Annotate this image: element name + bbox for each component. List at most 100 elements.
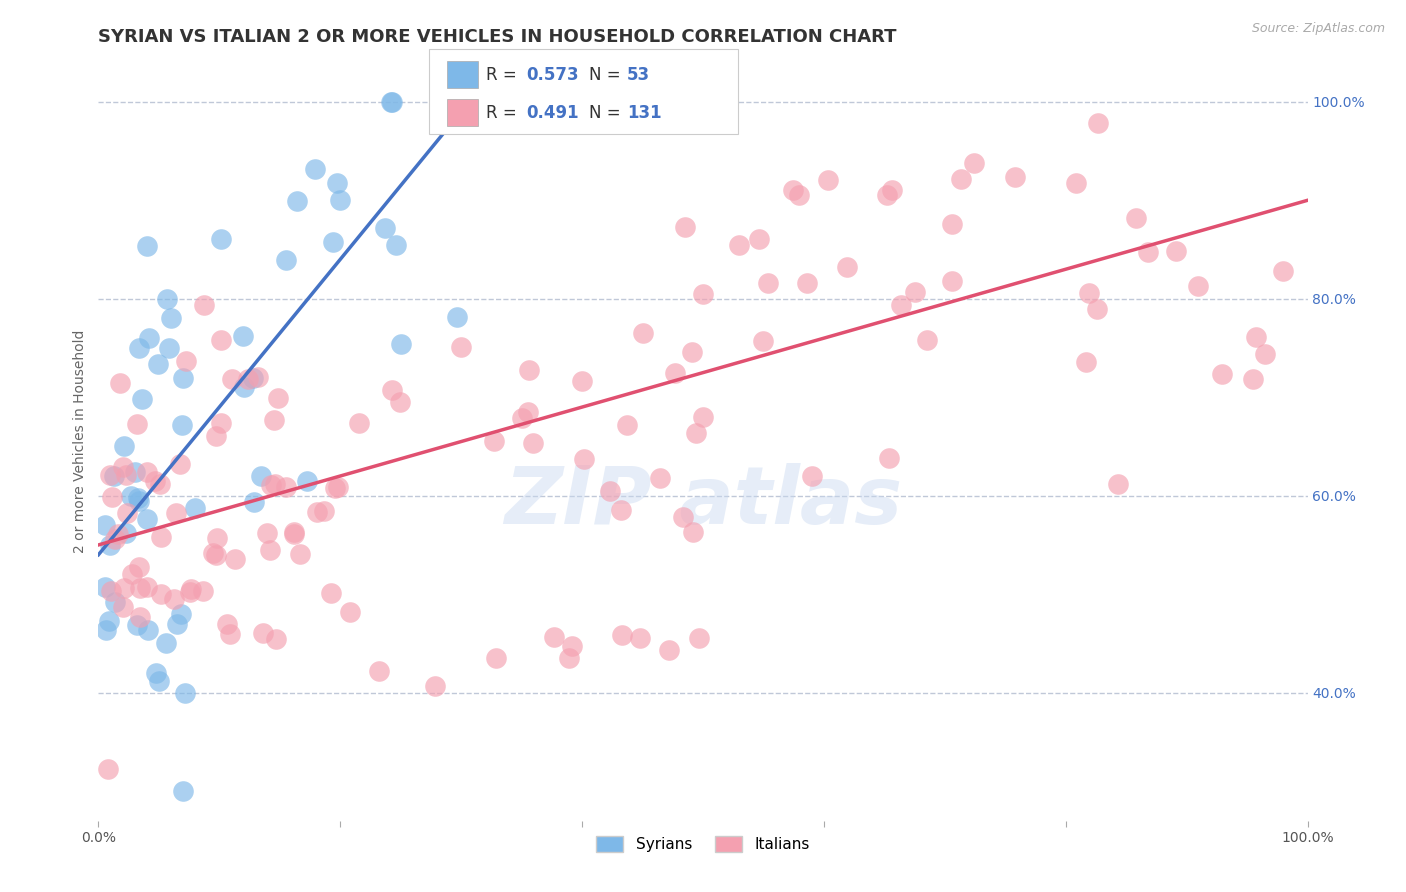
Point — [450, 340, 472, 354]
Point — [796, 277, 818, 291]
Point — [100, 584, 122, 599]
Point — [610, 502, 633, 516]
Point — [236, 372, 259, 386]
Point — [685, 425, 707, 440]
Point — [1076, 354, 1098, 368]
Point — [1187, 278, 1209, 293]
Text: 0.491: 0.491 — [526, 103, 578, 121]
Point — [692, 287, 714, 301]
Text: 131: 131 — [627, 103, 662, 121]
Point — [572, 452, 595, 467]
Point — [256, 525, 278, 540]
Legend: Syrians, Italians: Syrians, Italians — [591, 830, 815, 858]
Point — [149, 587, 172, 601]
Point — [1211, 367, 1233, 381]
Point — [728, 238, 751, 252]
Point — [104, 533, 127, 547]
Point — [143, 474, 166, 488]
Point — [558, 651, 581, 665]
Point — [156, 292, 179, 306]
Point — [112, 581, 135, 595]
Point — [107, 526, 129, 541]
Text: Source: ZipAtlas.com: Source: ZipAtlas.com — [1251, 22, 1385, 36]
Point — [101, 490, 124, 504]
Point — [169, 607, 191, 621]
Point — [1241, 372, 1264, 386]
Point — [543, 631, 565, 645]
Text: 0.573: 0.573 — [526, 66, 578, 84]
Point — [163, 591, 186, 606]
Point — [259, 543, 281, 558]
Point — [304, 161, 326, 176]
Point — [104, 595, 127, 609]
Point — [249, 469, 271, 483]
Point — [159, 311, 181, 326]
Point — [423, 679, 446, 693]
Text: R =: R = — [486, 66, 523, 84]
Point — [263, 413, 285, 427]
Point — [323, 481, 346, 495]
Point — [128, 493, 150, 508]
Point — [517, 405, 540, 419]
Point — [314, 504, 336, 518]
Point — [155, 636, 177, 650]
Point — [941, 217, 963, 231]
Point — [115, 468, 138, 483]
Point — [610, 628, 633, 642]
Point — [252, 625, 274, 640]
Point — [787, 187, 810, 202]
Point — [179, 585, 201, 599]
Point — [380, 95, 402, 109]
Point — [522, 435, 544, 450]
Point — [1004, 170, 1026, 185]
Point — [242, 371, 264, 385]
Point — [274, 253, 297, 268]
Point — [193, 298, 215, 312]
Point — [150, 530, 173, 544]
Point — [1064, 176, 1087, 190]
Point — [1137, 244, 1160, 259]
Point — [129, 610, 152, 624]
Point — [1166, 244, 1188, 258]
Text: R =: R = — [486, 103, 523, 121]
Point — [246, 370, 269, 384]
Point — [672, 510, 695, 524]
Point — [191, 584, 214, 599]
Point — [510, 411, 533, 425]
Point — [93, 580, 115, 594]
Point — [904, 285, 927, 299]
Point — [264, 477, 287, 491]
Point — [98, 538, 121, 552]
Point — [1246, 330, 1268, 344]
Point — [207, 531, 229, 545]
Point — [128, 559, 150, 574]
Point — [882, 183, 904, 197]
Point — [941, 274, 963, 288]
Point — [94, 518, 117, 533]
Point — [1125, 211, 1147, 226]
Point — [963, 155, 986, 169]
Point — [876, 188, 898, 202]
Point — [347, 416, 370, 430]
Text: ZIP atlas: ZIP atlas — [503, 463, 903, 541]
Point — [149, 477, 172, 491]
Point — [877, 450, 900, 465]
Point — [131, 392, 153, 407]
Point — [484, 434, 506, 448]
Point — [172, 784, 194, 798]
Point — [571, 374, 593, 388]
Point — [381, 383, 404, 397]
Point — [145, 665, 167, 680]
Point — [112, 440, 135, 454]
Point — [758, 276, 780, 290]
Point — [664, 366, 686, 380]
Point — [128, 581, 150, 595]
Point — [1107, 477, 1129, 491]
Point — [682, 524, 704, 539]
Point — [326, 176, 349, 190]
Point — [136, 623, 159, 637]
Point — [165, 506, 187, 520]
Point — [232, 380, 254, 394]
Point — [157, 341, 180, 355]
Point — [288, 547, 311, 561]
